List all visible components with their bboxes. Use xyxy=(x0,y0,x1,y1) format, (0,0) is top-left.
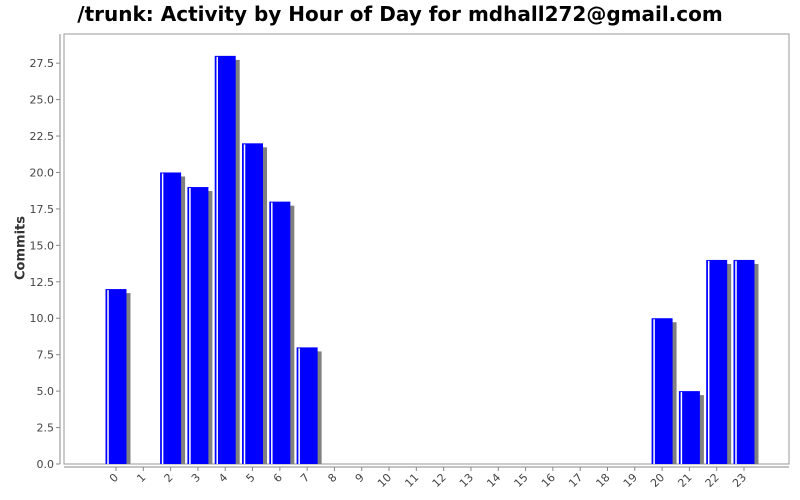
bars xyxy=(105,55,755,465)
bar xyxy=(105,289,127,464)
bar xyxy=(733,259,755,464)
y-tick-label: 25.0 xyxy=(30,94,55,107)
x-tick-label: 19 xyxy=(621,471,640,490)
x-tick-label: 4 xyxy=(216,471,230,485)
x-tick-label: 16 xyxy=(539,471,558,490)
x-tick-label: 5 xyxy=(244,471,258,485)
x-tick-label: 1 xyxy=(134,471,148,485)
x-tick-label: 8 xyxy=(325,471,339,485)
y-tick-label: 5.0 xyxy=(37,385,55,398)
y-tick-label: 27.5 xyxy=(30,57,55,70)
x-tick-label: 22 xyxy=(703,471,722,490)
bar xyxy=(214,55,236,464)
x-tick-label: 18 xyxy=(594,471,613,490)
x-tick-label: 7 xyxy=(298,471,312,485)
x-tick-label: 17 xyxy=(566,471,585,490)
bar xyxy=(242,143,264,465)
bar xyxy=(269,201,291,464)
x-tick-label: 6 xyxy=(271,471,285,485)
bar xyxy=(651,318,673,464)
x-tick-label: 10 xyxy=(375,471,394,490)
y-tick-label: 10.0 xyxy=(30,312,55,325)
x-tick-label: 2 xyxy=(162,471,176,485)
y-tick-label: 20.0 xyxy=(30,166,55,179)
x-tick-label: 11 xyxy=(402,471,421,490)
y-tick-label: 2.5 xyxy=(37,422,55,435)
y-tick-label: 0.0 xyxy=(37,458,55,471)
chart-title: /trunk: Activity by Hour of Day for mdha… xyxy=(77,2,723,26)
x-axis: 0 1 2 3 4 5 6 7 8 9 10 11 12 13 14 15 16 17 18 19 20 21 22 23 xyxy=(64,466,789,490)
x-tick-label: 13 xyxy=(457,471,476,490)
bar xyxy=(187,187,209,464)
x-tick-label: 23 xyxy=(730,471,749,490)
x-tick-label: 21 xyxy=(675,471,694,490)
bar xyxy=(706,259,728,464)
bar xyxy=(678,391,700,464)
bar xyxy=(160,172,182,464)
bar xyxy=(296,347,318,464)
x-tick-label: 15 xyxy=(512,471,531,490)
x-tick-label: 20 xyxy=(648,471,667,490)
x-tick-label: 0 xyxy=(107,471,121,485)
y-axis: 0.0 2.5 5.0 7.5 10.0 12.5 15.0 17.5 20.0 22.5 25.0… xyxy=(30,34,61,471)
x-tick-label: 9 xyxy=(353,471,367,485)
x-tick-label: 12 xyxy=(430,471,449,490)
y-tick-label: 7.5 xyxy=(37,349,55,362)
x-tick-label: 3 xyxy=(189,471,203,485)
y-tick-label: 17.5 xyxy=(30,203,55,216)
y-tick-label: 15.0 xyxy=(30,239,55,252)
y-tick-label: 22.5 xyxy=(30,130,55,143)
y-tick-label: 12.5 xyxy=(30,276,55,289)
x-tick-label: 14 xyxy=(484,471,503,490)
